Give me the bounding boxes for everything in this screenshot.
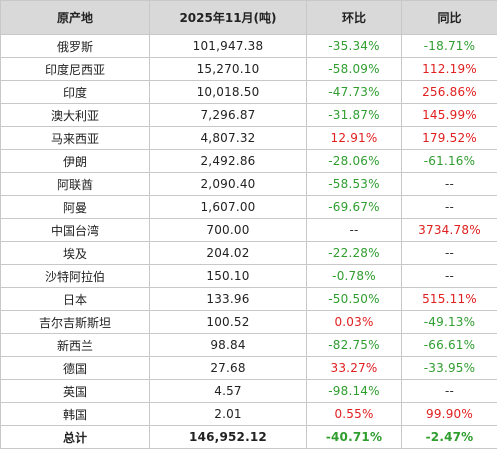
table-row: 中国台湾 700.00 -- 3734.78% <box>0 218 497 242</box>
cell-origin: 伊朗 <box>0 149 150 173</box>
cell-yoy: -49.13% <box>401 310 497 334</box>
cell-yoy: -- <box>401 264 497 288</box>
cell-mom: -22.28% <box>306 241 402 265</box>
cell-yoy: -61.16% <box>401 149 497 173</box>
cell-yoy: 515.11% <box>401 287 497 311</box>
cell-origin: 沙特阿拉伯 <box>0 264 150 288</box>
cell-yoy: -- <box>401 172 497 196</box>
cell-yoy: -66.61% <box>401 333 497 357</box>
cell-yoy: -- <box>401 241 497 265</box>
table-row: 埃及 204.02 -22.28% -- <box>0 241 497 265</box>
cell-amount: 4.57 <box>149 379 307 403</box>
cell-yoy: -- <box>401 195 497 219</box>
header-mom: 环比 <box>306 0 402 35</box>
cell-mom: -69.67% <box>306 195 402 219</box>
table-row: 印度尼西亚 15,270.10 -58.09% 112.19% <box>0 57 497 81</box>
table-row: 沙特阿拉伯 150.10 -0.78% -- <box>0 264 497 288</box>
cell-amount: 700.00 <box>149 218 307 242</box>
cell-mom: -0.78% <box>306 264 402 288</box>
table-row: 阿曼 1,607.00 -69.67% -- <box>0 195 497 219</box>
header-row: 原产地 2025年11月(吨) 环比 同比 <box>0 0 497 35</box>
cell-amount: 204.02 <box>149 241 307 265</box>
cell-origin: 韩国 <box>0 402 150 426</box>
cell-yoy: 112.19% <box>401 57 497 81</box>
cell-mom: -47.73% <box>306 80 402 104</box>
cell-mom: 12.91% <box>306 126 402 150</box>
cell-origin: 英国 <box>0 379 150 403</box>
cell-mom: -58.53% <box>306 172 402 196</box>
table-row: 新西兰 98.84 -82.75% -66.61% <box>0 333 497 357</box>
cell-origin: 印度尼西亚 <box>0 57 150 81</box>
cell-amount: 1,607.00 <box>149 195 307 219</box>
cell-origin: 阿联酋 <box>0 172 150 196</box>
cell-yoy: 99.90% <box>401 402 497 426</box>
header-origin: 原产地 <box>0 0 150 35</box>
cell-yoy: -18.71% <box>401 34 497 58</box>
cell-mom: 0.03% <box>306 310 402 334</box>
table-header: 原产地 2025年11月(吨) 环比 同比 <box>0 0 497 35</box>
cell-amount: 101,947.38 <box>149 34 307 58</box>
table-row: 日本 133.96 -50.50% 515.11% <box>0 287 497 311</box>
cell-amount: 133.96 <box>149 287 307 311</box>
cell-amount: 4,807.32 <box>149 126 307 150</box>
cell-amount: 150.10 <box>149 264 307 288</box>
cell-origin: 新西兰 <box>0 333 150 357</box>
cell-amount: 100.52 <box>149 310 307 334</box>
cell-mom: -- <box>306 218 402 242</box>
table-row: 英国 4.57 -98.14% -- <box>0 379 497 403</box>
header-yoy: 同比 <box>401 0 497 35</box>
table-row: 马来西亚 4,807.32 12.91% 179.52% <box>0 126 497 150</box>
total-mom: -40.71% <box>306 425 402 449</box>
table-row: 德国 27.68 33.27% -33.95% <box>0 356 497 380</box>
cell-origin: 日本 <box>0 287 150 311</box>
cell-origin: 德国 <box>0 356 150 380</box>
total-label: 总计 <box>0 425 150 449</box>
cell-yoy: 3734.78% <box>401 218 497 242</box>
cell-yoy: 179.52% <box>401 126 497 150</box>
cell-amount: 2.01 <box>149 402 307 426</box>
cell-origin: 澳大利亚 <box>0 103 150 127</box>
cell-mom: -50.50% <box>306 287 402 311</box>
table-row: 韩国 2.01 0.55% 99.90% <box>0 402 497 426</box>
header-amount: 2025年11月(吨) <box>149 0 307 35</box>
cell-mom: 33.27% <box>306 356 402 380</box>
cell-mom: -82.75% <box>306 333 402 357</box>
cell-mom: -58.09% <box>306 57 402 81</box>
cell-origin: 埃及 <box>0 241 150 265</box>
table-row: 印度 10,018.50 -47.73% 256.86% <box>0 80 497 104</box>
cell-amount: 10,018.50 <box>149 80 307 104</box>
cell-origin: 阿曼 <box>0 195 150 219</box>
cell-amount: 15,270.10 <box>149 57 307 81</box>
cell-amount: 27.68 <box>149 356 307 380</box>
import-data-table: 原产地 2025年11月(吨) 环比 同比 俄罗斯 101,947.38 -35.3… <box>0 0 497 449</box>
cell-origin: 马来西亚 <box>0 126 150 150</box>
cell-origin: 吉尔吉斯斯坦 <box>0 310 150 334</box>
table-row: 俄罗斯 101,947.38 -35.34% -18.71% <box>0 34 497 58</box>
cell-yoy: -- <box>401 379 497 403</box>
total-row: 总计 146,952.12 -40.71% -2.47% <box>0 425 497 449</box>
total-yoy: -2.47% <box>401 425 497 449</box>
table-row: 伊朗 2,492.86 -28.06% -61.16% <box>0 149 497 173</box>
table-row: 吉尔吉斯斯坦 100.52 0.03% -49.13% <box>0 310 497 334</box>
cell-amount: 98.84 <box>149 333 307 357</box>
cell-yoy: 256.86% <box>401 80 497 104</box>
table-row: 澳大利亚 7,296.87 -31.87% 145.99% <box>0 103 497 127</box>
cell-mom: -98.14% <box>306 379 402 403</box>
cell-origin: 俄罗斯 <box>0 34 150 58</box>
cell-amount: 2,090.40 <box>149 172 307 196</box>
cell-amount: 2,492.86 <box>149 149 307 173</box>
table-row: 阿联酋 2,090.40 -58.53% -- <box>0 172 497 196</box>
table-body: 俄罗斯 101,947.38 -35.34% -18.71% 印度尼西亚 15,270.1… <box>0 34 497 449</box>
cell-mom: 0.55% <box>306 402 402 426</box>
cell-origin: 中国台湾 <box>0 218 150 242</box>
cell-mom: -28.06% <box>306 149 402 173</box>
cell-yoy: 145.99% <box>401 103 497 127</box>
cell-mom: -35.34% <box>306 34 402 58</box>
cell-origin: 印度 <box>0 80 150 104</box>
cell-mom: -31.87% <box>306 103 402 127</box>
cell-amount: 7,296.87 <box>149 103 307 127</box>
total-amount: 146,952.12 <box>149 425 307 449</box>
cell-yoy: -33.95% <box>401 356 497 380</box>
